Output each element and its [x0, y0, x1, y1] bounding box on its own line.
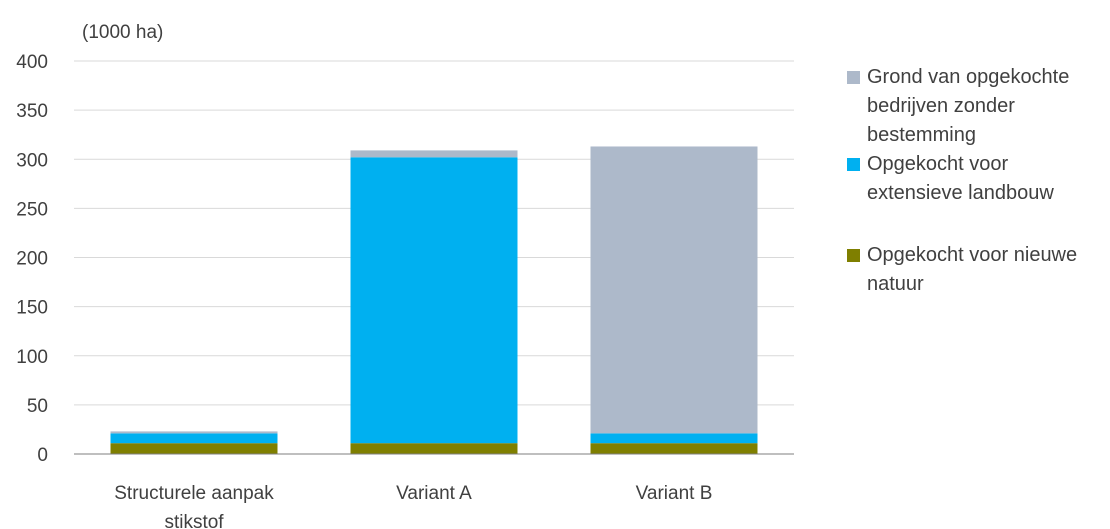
x-tick-label: Variant A [396, 483, 472, 504]
y-tick-label: 0 [37, 445, 48, 466]
legend-item-unassigned-land: Grond van opgekochte bedrijven zonder be… [847, 63, 1107, 150]
bar-segment-extensive-agriculture [110, 433, 278, 444]
bar-segment-new-nature [110, 443, 278, 454]
legend-swatch-new-nature [847, 249, 860, 262]
y-tick-label: 50 [27, 396, 48, 417]
y-tick-label: 400 [16, 52, 48, 73]
x-tick-label: Structurele aanpak stikstof [114, 483, 274, 529]
legend-swatch-unassigned-land [847, 71, 860, 84]
y-tick-label: 250 [16, 199, 48, 220]
legend-item-new-nature: Opgekocht voor nieuwe natuur [847, 241, 1107, 299]
bar-segment-unassigned-land [590, 146, 758, 434]
y-unit-label: (1000 ha) [82, 22, 163, 43]
x-axis-labels: Structurele aanpak stikstof Variant A Varia… [114, 483, 712, 529]
legend: Grond van opgekochte bedrijven zonder be… [847, 63, 1107, 299]
bar-segment-unassigned-land [350, 150, 518, 158]
legend-label-extensive-agriculture: Opgekocht voor extensieve landbouw [867, 153, 1054, 204]
legend-swatch-extensive-agriculture [847, 158, 860, 171]
bar-segment-new-nature [350, 443, 518, 454]
bar-segment-extensive-agriculture [590, 433, 758, 444]
y-tick-label: 300 [16, 150, 48, 171]
bar-segment-extensive-agriculture [350, 157, 518, 444]
legend-label-unassigned-land: Grond van opgekochte bedrijven zonder be… [867, 66, 1070, 146]
y-tick-label: 350 [16, 101, 48, 122]
x-tick-label: Variant B [636, 483, 713, 504]
bar-segment-unassigned-land [110, 431, 278, 434]
legend-item-extensive-agriculture: Opgekocht voor extensieve landbouw [847, 150, 1107, 241]
bar-segment-new-nature [590, 443, 758, 454]
y-tick-label: 200 [16, 249, 48, 270]
y-tick-label: 150 [16, 298, 48, 319]
y-tick-label: 100 [16, 347, 48, 368]
y-axis-ticks: 0 50 100 150 200 250 300 350 400 [16, 52, 48, 466]
bars [110, 146, 758, 454]
legend-label-new-nature: Opgekocht voor nieuwe natuur [867, 244, 1078, 295]
